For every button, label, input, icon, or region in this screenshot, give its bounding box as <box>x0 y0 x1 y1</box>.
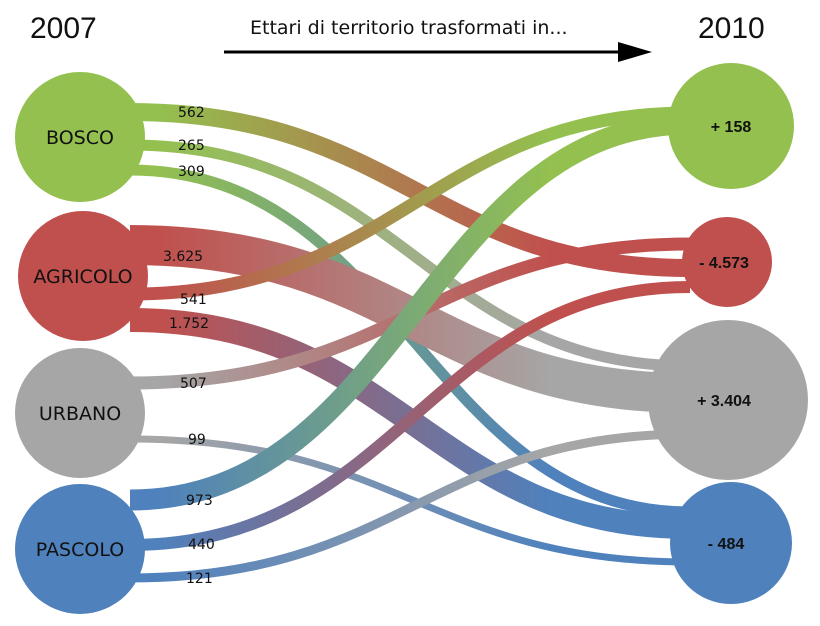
flow-labels: 562 265 309 3.625 541 1.752 507 99 973 4… <box>163 105 215 587</box>
node-2007-pascolo: PASCOLO <box>15 484 145 614</box>
node-2010-bosco: + 158 <box>668 63 794 189</box>
node-circle-agricolo <box>18 211 148 341</box>
flows-layer <box>129 103 691 583</box>
node-circle-2010-urbano <box>648 320 808 480</box>
flow-label-agricolo-bosco: 541 <box>180 292 207 308</box>
flow-label-bosco-pascolo: 309 <box>178 164 205 180</box>
flow-label-urbano-pascolo: 99 <box>188 432 206 448</box>
node-circle-pascolo <box>15 484 145 614</box>
flow-bosco-pascolo <box>129 164 691 518</box>
node-2010-agricolo: - 4.573 <box>682 217 772 307</box>
node-circle-2010-agricolo <box>682 217 772 307</box>
node-label-agricolo: AGRICOLO <box>33 266 132 288</box>
node-2007-agricolo: AGRICOLO <box>18 211 148 341</box>
caption: Ettari di territorio trasformati in... <box>250 17 568 39</box>
node-value-pascolo: - 484 <box>708 536 745 553</box>
arrow-icon <box>224 42 652 62</box>
flow-label-urbano-agricolo: 507 <box>180 376 207 392</box>
node-2010-pascolo: - 484 <box>670 482 792 604</box>
flow-pascolo-urbano <box>129 429 691 583</box>
flow-urbano-pascolo <box>129 435 691 566</box>
flow-label-pascolo-bosco: 973 <box>186 493 213 509</box>
flow-pascolo-bosco <box>129 113 691 511</box>
node-2007-urbano: URBANO <box>15 348 145 478</box>
flow-label-bosco-agricolo: 562 <box>178 105 205 121</box>
node-label-urbano: URBANO <box>39 403 121 425</box>
node-circle-bosco <box>15 72 145 202</box>
flow-label-pascolo-urbano: 121 <box>186 571 213 587</box>
node-label-bosco: BOSCO <box>46 127 114 149</box>
flow-label-agricolo-urbano: 3.625 <box>163 249 203 265</box>
node-2007-bosco: BOSCO <box>15 72 145 202</box>
flow-label-agricolo-pascolo: 1.752 <box>169 316 209 332</box>
flow-label-pascolo-agricolo: 440 <box>188 537 215 553</box>
node-circle-2010-bosco <box>668 63 794 189</box>
node-2010-urbano: + 3.404 <box>648 320 808 480</box>
year-start: 2007 <box>30 12 97 45</box>
node-circle-urbano <box>15 348 145 478</box>
node-label-pascolo: PASCOLO <box>36 539 124 561</box>
flow-bosco-urbano <box>129 139 691 372</box>
node-value-agricolo: - 4.573 <box>699 255 749 272</box>
flow-label-bosco-urbano: 265 <box>178 138 205 154</box>
node-value-bosco: + 158 <box>711 119 752 136</box>
year-end: 2010 <box>698 12 765 45</box>
flow-pascolo-agricolo <box>129 281 691 551</box>
node-value-urbano: + 3.404 <box>697 393 751 410</box>
node-circle-2010-pascolo <box>670 482 792 604</box>
flow-agricolo-bosco <box>129 106 691 301</box>
flow-bosco-agricolo <box>129 103 691 277</box>
